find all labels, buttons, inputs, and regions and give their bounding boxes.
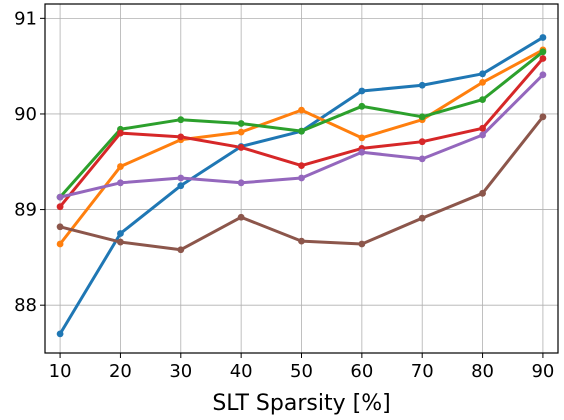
- data-point: [358, 102, 366, 110]
- data-point: [298, 237, 305, 245]
- data-point: [479, 79, 486, 86]
- data-point: [358, 240, 366, 248]
- y-tick-label: 89: [14, 200, 37, 221]
- x-tick-label: 90: [531, 361, 554, 382]
- data-point: [418, 155, 426, 163]
- series-points: [56, 34, 547, 338]
- data-point: [177, 246, 185, 254]
- y-tick-label: 91: [14, 8, 37, 29]
- data-point: [418, 81, 426, 89]
- data-point: [237, 120, 245, 127]
- data-point: [56, 223, 64, 231]
- data-point: [237, 213, 245, 221]
- data-point: [177, 182, 185, 190]
- x-axis-label: SLT Sparsity [%]: [212, 391, 390, 416]
- data-point: [117, 179, 124, 187]
- data-point: [539, 34, 547, 41]
- y-axis-ticks: 88 89 90 91: [14, 8, 45, 316]
- data-point: [177, 133, 185, 141]
- data-point: [418, 138, 426, 146]
- data-point: [418, 113, 426, 121]
- data-point: [479, 189, 486, 197]
- data-point: [56, 330, 64, 338]
- data-point: [237, 179, 245, 187]
- data-point: [56, 193, 64, 201]
- data-point: [56, 240, 64, 248]
- data-point: [298, 106, 305, 114]
- x-tick-label: 40: [230, 361, 253, 382]
- data-point: [177, 174, 185, 182]
- data-point: [418, 214, 426, 222]
- x-tick-label: 30: [169, 361, 192, 382]
- data-point: [298, 174, 305, 182]
- data-point: [479, 70, 486, 78]
- data-point: [358, 148, 366, 156]
- data-point: [358, 134, 366, 142]
- x-tick-label: 50: [290, 361, 313, 382]
- data-point: [358, 87, 366, 95]
- data-point: [237, 128, 245, 136]
- data-point: [479, 96, 486, 104]
- x-tick-label: 60: [350, 361, 373, 382]
- x-tick-label: 70: [411, 361, 434, 382]
- data-point: [539, 48, 547, 56]
- y-tick-label: 90: [14, 104, 37, 125]
- data-point: [56, 203, 64, 211]
- data-point: [479, 131, 486, 139]
- data-point: [237, 144, 245, 151]
- data-point: [479, 124, 486, 132]
- data-point: [539, 71, 547, 79]
- x-tick-label: 10: [49, 361, 72, 382]
- data-point: [539, 113, 547, 121]
- x-tick-label: 20: [109, 361, 132, 382]
- data-point: [539, 55, 547, 62]
- data-point: [117, 238, 124, 246]
- x-axis-ticks: 10 20 30 40 50 60 70 80 90: [49, 353, 554, 382]
- y-tick-label: 88: [14, 295, 37, 316]
- data-point: [117, 129, 124, 137]
- data-point: [117, 230, 124, 237]
- x-tick-label: 80: [471, 361, 494, 382]
- data-point: [298, 127, 305, 135]
- data-point: [117, 163, 124, 170]
- data-point: [298, 162, 305, 169]
- data-point: [177, 116, 185, 124]
